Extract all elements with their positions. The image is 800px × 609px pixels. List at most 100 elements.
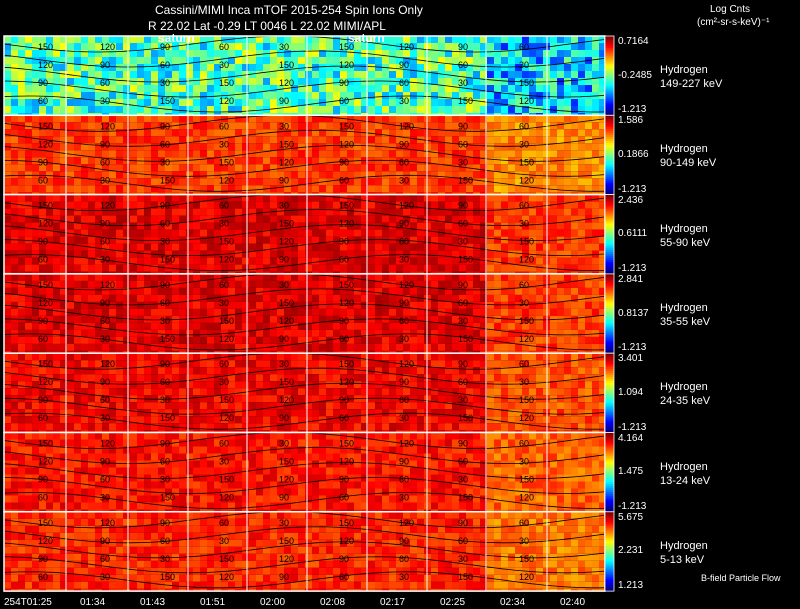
x-tick-label: 01:34 xyxy=(80,597,106,608)
contour-label: 120 xyxy=(219,175,234,185)
contour-label: 30 xyxy=(160,395,170,405)
contour-label: 120 xyxy=(219,255,234,265)
contour-label: 30 xyxy=(519,219,529,229)
chart-title-line2: R 22.02 Lat -0.29 LT 0046 L 22.02 MIMI/A… xyxy=(148,19,386,33)
contour-label: 30 xyxy=(519,377,529,387)
contour-label: 90 xyxy=(38,395,48,405)
contour-label: 150 xyxy=(339,359,354,369)
contour-label: 60 xyxy=(519,121,529,131)
contour-label: 120 xyxy=(519,334,534,344)
contour-label: 90 xyxy=(100,457,110,467)
contour-label: 150 xyxy=(38,280,53,290)
energy-range-label: 90-149 keV xyxy=(660,157,717,170)
contour-label: 30 xyxy=(519,457,529,467)
colorbar-tick: -1.213 xyxy=(618,104,647,116)
x-tick-label: 02:25 xyxy=(440,597,466,608)
contour-label: 90 xyxy=(100,377,110,387)
contour-label: 120 xyxy=(219,96,234,106)
contour-label: 60 xyxy=(399,316,409,326)
contour-label: 120 xyxy=(279,316,294,326)
contour-label: 90 xyxy=(279,334,289,344)
colorbar-tick: -1.213 xyxy=(618,262,647,274)
contour-label: 150 xyxy=(519,78,534,88)
x-tick-label: 02:08 xyxy=(320,597,346,608)
contour-label: 30 xyxy=(519,139,529,149)
contour-label: 150 xyxy=(279,60,294,70)
energy-range-label: 149-227 keV xyxy=(660,78,723,90)
contour-label: 120 xyxy=(38,60,53,70)
contour-label: 90 xyxy=(399,60,409,70)
contour-label: 120 xyxy=(279,78,294,88)
colorbar-tick: 2.231 xyxy=(618,545,644,557)
contour-label: 60 xyxy=(458,219,468,229)
contour-label: 150 xyxy=(38,359,53,369)
contour-label: 30 xyxy=(279,201,289,211)
contour-label: 60 xyxy=(399,554,409,564)
colorbar-tick: 1.586 xyxy=(618,115,644,127)
contour-label: 30 xyxy=(458,237,468,247)
contour-label: 90 xyxy=(339,554,349,564)
contour-label: 120 xyxy=(38,298,53,308)
contour-label: 150 xyxy=(38,201,53,211)
panel-label-6: Hydrogen 13-24 keV xyxy=(660,460,710,488)
contour-label: 120 xyxy=(100,201,115,211)
contour-label: 30 xyxy=(160,157,170,167)
contour-label: 150 xyxy=(339,42,354,52)
contour-label: 90 xyxy=(160,439,170,449)
contour-label: 150 xyxy=(279,536,294,546)
contour-label: 150 xyxy=(279,457,294,467)
contour-label: 60 xyxy=(219,439,229,449)
colorbar-tick: -1.213 xyxy=(618,500,647,512)
contour-label: 60 xyxy=(219,359,229,369)
contour-label: 30 xyxy=(100,255,110,265)
contour-label: 120 xyxy=(519,175,534,185)
contour-label: 150 xyxy=(219,554,234,564)
colorbar-tick: -1.213 xyxy=(618,342,647,354)
contour-label: 30 xyxy=(219,219,229,229)
contour-label: 150 xyxy=(160,255,175,265)
contour-label: 60 xyxy=(339,413,349,423)
contour-label: 150 xyxy=(279,219,294,229)
panel-label-7: Hydrogen 5-13 keV xyxy=(660,539,708,567)
colorbar-6 xyxy=(604,432,615,513)
contour-label: 60 xyxy=(160,139,170,149)
colorbar-2 xyxy=(604,114,615,196)
colorbar-tick: 4.164 xyxy=(618,432,644,444)
contour-label: 60 xyxy=(519,439,529,449)
contour-label: 120 xyxy=(519,572,534,582)
contour-label: 60 xyxy=(160,219,170,229)
x-tick-label: 02:40 xyxy=(560,597,586,608)
colorbar-5 xyxy=(604,352,615,433)
contour-label: 90 xyxy=(160,359,170,369)
colorbar-tick: 2.841 xyxy=(618,273,644,285)
contour-label: 150 xyxy=(219,316,234,326)
contour-label: 60 xyxy=(219,280,229,290)
contour-label: 30 xyxy=(219,139,229,149)
contour-label: 30 xyxy=(399,572,409,582)
x-tick-label: 01:43 xyxy=(140,597,166,608)
contour-label: 120 xyxy=(399,121,414,131)
contour-label: 30 xyxy=(458,475,468,485)
contour-label: 150 xyxy=(38,439,53,449)
contour-label: 90 xyxy=(458,42,468,52)
contour-label: 60 xyxy=(458,139,468,149)
contour-label: 30 xyxy=(219,377,229,387)
contour-label: 150 xyxy=(339,121,354,131)
contour-label: 60 xyxy=(100,395,110,405)
contour-label: 90 xyxy=(160,280,170,290)
contour-label: 30 xyxy=(100,175,110,185)
contour-label: 30 xyxy=(399,413,409,423)
contour-label: 60 xyxy=(339,255,349,265)
contour-label: 60 xyxy=(399,157,409,167)
contour-label: 120 xyxy=(100,518,115,528)
contour-label: 30 xyxy=(399,255,409,265)
contour-label: 30 xyxy=(100,334,110,344)
contour-label: 150 xyxy=(458,413,473,423)
contour-label: 90 xyxy=(38,237,48,247)
contour-label: 90 xyxy=(458,201,468,211)
contour-label: 90 xyxy=(339,395,349,405)
species-label: Hydrogen xyxy=(660,143,708,156)
contour-label: 60 xyxy=(100,475,110,485)
contour-label: 60 xyxy=(399,78,409,88)
